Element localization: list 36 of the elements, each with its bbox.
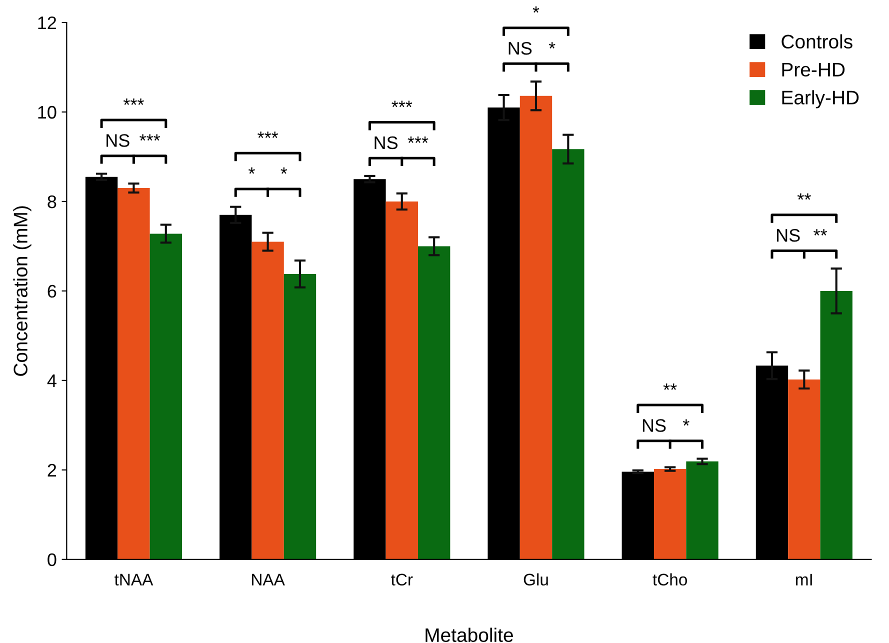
annotation: ** [663, 384, 677, 390]
annotation: ** [797, 193, 811, 200]
y-tick-label: 8 [48, 195, 56, 208]
annotation: NS [642, 419, 666, 432]
legend-label: Controls [782, 34, 852, 49]
annotation: NS [374, 136, 398, 150]
y-tick-label: 2 [48, 464, 56, 476]
annotation: NS [508, 42, 532, 55]
annotation: * [280, 167, 288, 174]
annotation: * [682, 419, 690, 426]
legend-label: Early-HD [782, 90, 859, 108]
y-axis-title: Concentration (mM) [13, 206, 32, 376]
annotation: *** [408, 136, 428, 143]
y-tick-label: 10 [38, 106, 56, 119]
x-tick-label: tNAA [114, 574, 154, 586]
x-tick-label: tCr [391, 574, 413, 586]
annotation: *** [392, 100, 412, 108]
annotation: *** [123, 98, 144, 105]
annotation: NS [106, 134, 130, 147]
x-tick-label: Glu [524, 573, 548, 586]
x-tick-label: NAA [252, 574, 285, 586]
annotation: *** [140, 134, 160, 141]
y-tick-label: 4 [47, 374, 56, 387]
x-tick-label: mI [796, 574, 812, 586]
x-axis-title: Metabolite [426, 628, 513, 642]
annotation: NS [777, 228, 800, 242]
legend-label: Pre-HD [782, 62, 845, 77]
x-tick-label: tCho [652, 573, 687, 586]
y-tick-label: 12 [38, 16, 56, 30]
text: * [532, 6, 540, 13]
annotation: * [548, 42, 556, 48]
annotation: * [248, 167, 255, 174]
y-tick-label: 6 [48, 284, 56, 298]
annotation: ** [814, 229, 828, 236]
y-tick-label: 0 [48, 553, 56, 566]
annotation: *** [258, 132, 278, 138]
